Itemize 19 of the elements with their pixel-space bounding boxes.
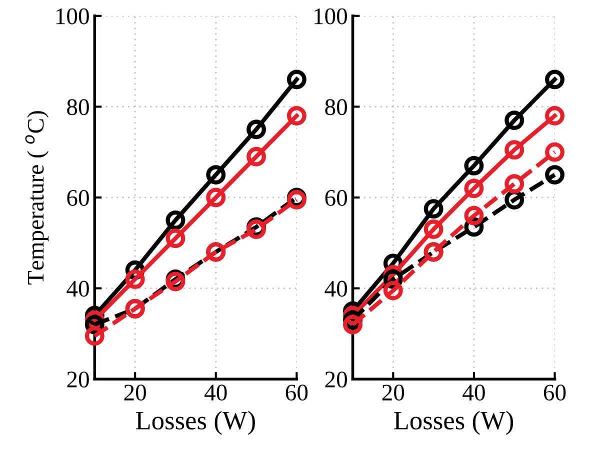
y-tick-label: 40 <box>66 280 89 297</box>
x-tick-label: 40 <box>204 384 227 401</box>
y-tick-label: 80 <box>67 99 89 116</box>
y-tick-label: 20 <box>67 372 89 388</box>
x-tick-label: 60 <box>286 384 308 401</box>
x-axis-title: Losses (W) <box>394 410 514 435</box>
y-tick-label: 60 <box>67 190 89 206</box>
y-tick-label: 20 <box>325 372 347 388</box>
x-tick-label: 20 <box>124 384 146 401</box>
y-tick-label: 100 <box>56 8 89 24</box>
y-tick-label: 60 <box>325 190 347 206</box>
y-tick-label: 100 <box>314 8 347 24</box>
x-tick-label: 60 <box>544 384 566 401</box>
x-axis-title: Losses (W) <box>136 410 255 435</box>
y-axis-title: Temperature ( $^{o}$C) <box>25 111 49 285</box>
x-tick-label: 40 <box>462 384 485 401</box>
y-tick-label: 80 <box>325 99 347 116</box>
x-tick-label: 20 <box>382 384 404 401</box>
y-tick-label: 40 <box>324 280 347 297</box>
